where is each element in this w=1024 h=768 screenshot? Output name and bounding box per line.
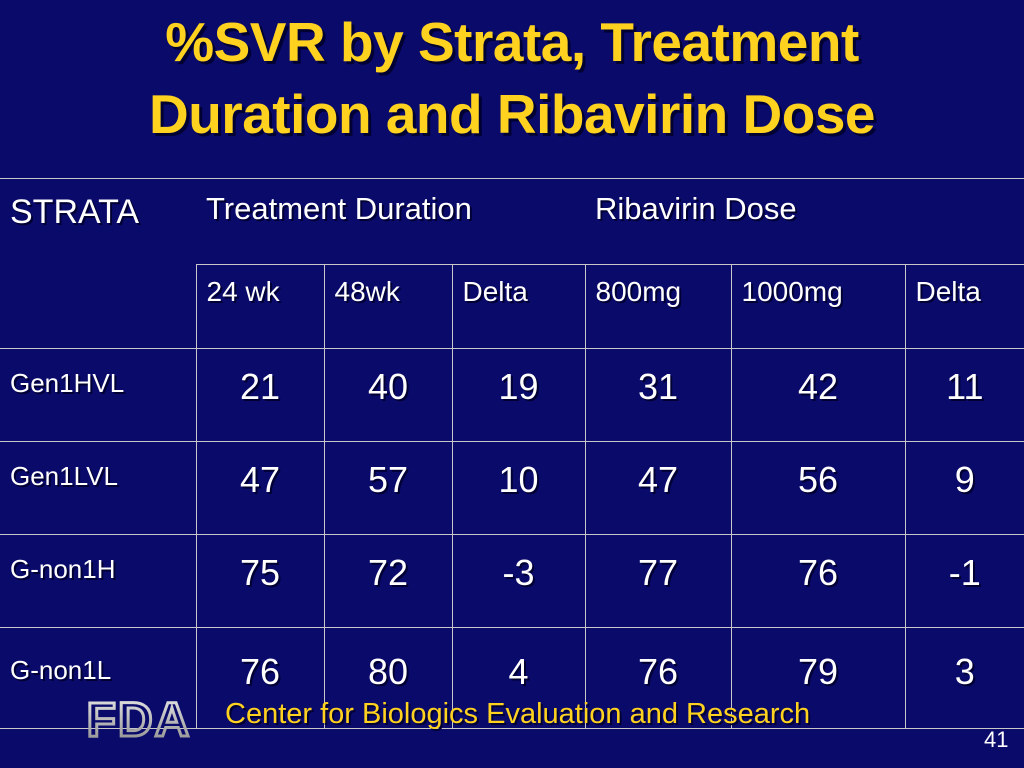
ribavirin-dose-header: Ribavirin Dose	[585, 178, 1024, 265]
strata-header: STRATA	[0, 178, 196, 349]
table-cell: 47	[195, 441, 324, 535]
table-row: Gen1LVL 47 57 10 47 56 9	[0, 441, 1024, 535]
table-row: G-non1L 76 80 4 76 79 3	[0, 627, 1024, 729]
subheader-48wk: 48wk	[323, 264, 452, 349]
fda-logo-text: FDA	[87, 694, 192, 742]
subheader-800mg: 800mg	[584, 264, 732, 349]
table-cell: 76	[195, 627, 324, 729]
page-number: 41	[984, 727, 1009, 752]
footer-center-text: Center for Biologics Evaluation and Rese…	[225, 698, 811, 730]
table-cell: 42	[730, 348, 906, 442]
table-cell: -1	[904, 534, 1024, 628]
table-cell: 40	[323, 348, 452, 442]
row-label: Gen1HVL	[0, 348, 196, 442]
table-cell: 80	[323, 627, 452, 729]
table-cell: 11	[904, 348, 1024, 442]
table-cell: 31	[584, 348, 732, 442]
table-cell: 21	[195, 348, 324, 442]
treatment-duration-header: Treatment Duration	[196, 178, 586, 265]
table-cell: 47	[584, 441, 732, 535]
subheader-24wk: 24 wk	[195, 264, 324, 349]
table-cell: 56	[730, 441, 906, 535]
table-cell: 9	[904, 441, 1024, 535]
table-row: G-non1H 75 72 -3 77 76 -1	[0, 534, 1024, 628]
table-header-row: STRATA Treatment Duration Ribavirin Dose	[0, 178, 1024, 349]
table-cell: 3	[904, 627, 1024, 729]
table-cell: 76	[584, 627, 732, 729]
subheader-1000mg: 1000mg	[730, 264, 906, 349]
subheader-duration-delta: Delta	[451, 264, 586, 349]
row-label: G-non1H	[0, 534, 196, 628]
table-cell: 75	[195, 534, 324, 628]
table-cell: 76	[730, 534, 906, 628]
subheader-dose-delta: Delta	[904, 264, 1024, 349]
fda-logo: FDA	[85, 693, 192, 743]
slide-title-line-1: %SVR by Strata, Treatment	[165, 11, 859, 73]
table-cell: 4	[451, 627, 586, 729]
table-cell: 19	[451, 348, 586, 442]
table-subheader-row: 24 wk 48wk Delta 800mg 1000mg Delta	[0, 264, 1024, 349]
table-cell: -3	[451, 534, 586, 628]
table-cell: 57	[323, 441, 452, 535]
slide-title: %SVR by Strata, Treatment Duration and R…	[0, 6, 1024, 150]
table-cell: 79	[730, 627, 906, 729]
row-label: Gen1LVL	[0, 441, 196, 535]
table-cell: 77	[584, 534, 732, 628]
svr-table: STRATA Treatment Duration Ribavirin Dose…	[0, 178, 1024, 729]
row-label: G-non1L	[0, 627, 196, 729]
slide-title-line-2: Duration and Ribavirin Dose	[148, 83, 876, 145]
table-cell: 72	[323, 534, 452, 628]
table-cell: 10	[451, 441, 586, 535]
table-row: Gen1HVL 21 40 19 31 42 11	[0, 348, 1024, 442]
